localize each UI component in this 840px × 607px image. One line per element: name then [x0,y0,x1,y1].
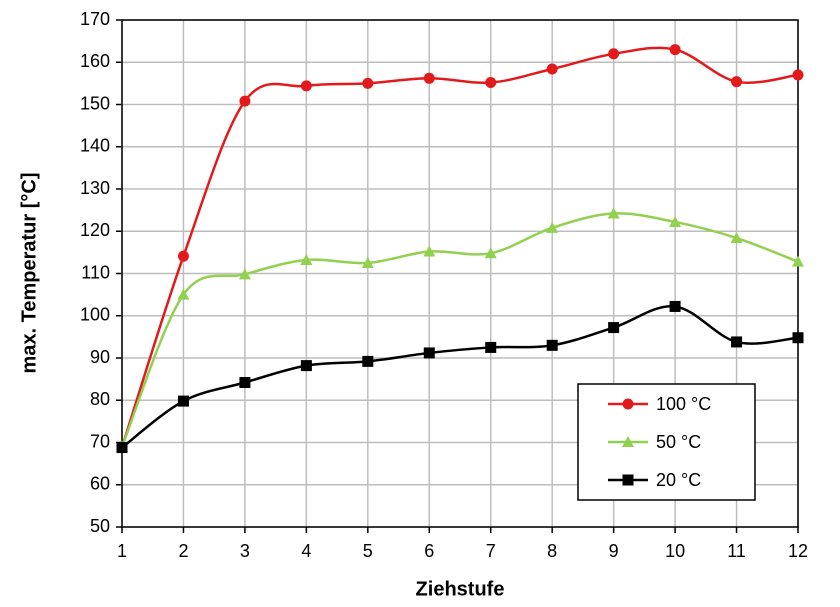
marker [669,44,681,56]
marker [239,95,251,107]
x-tick-label: 5 [363,541,373,561]
marker [546,339,558,351]
x-tick-label: 7 [486,541,496,561]
marker [669,300,681,312]
marker [607,207,620,219]
marker [730,232,743,244]
legend-box [577,383,756,501]
legend: 100 °C 50 °C 20 °C [577,383,756,501]
marker [792,69,804,81]
x-tick-label: 10 [665,541,685,561]
marker [362,77,374,89]
y-tick-label: 160 [80,51,110,71]
marker [177,395,189,407]
plot-border [121,19,799,528]
marker [731,76,743,88]
marker [622,398,634,410]
marker [177,288,190,300]
y-tick-label: 70 [90,431,110,451]
marker [423,72,435,84]
marker [792,332,804,344]
marker [792,255,804,267]
marker [485,341,497,353]
y-tick-label: 80 [90,389,110,409]
marker [546,221,559,233]
marker [423,347,435,359]
x-tick-label: 12 [788,541,808,561]
marker [300,80,312,92]
series-line [121,305,799,449]
y-tick-label: 60 [90,474,110,494]
marker [300,253,313,265]
y-tick-label: 50 [90,516,110,536]
y-tick-label: 170 [80,9,110,29]
y-tick-label: 130 [80,178,110,198]
x-tick-label: 4 [301,541,311,561]
marker [239,377,251,389]
x-tick-label: 3 [240,541,250,561]
y-tick-label: 100 [80,305,110,325]
marker [484,247,497,259]
x-tick-label: 9 [609,541,619,561]
marker [669,215,682,227]
marker [546,63,558,75]
marker [177,250,189,262]
legend-label: 20 °C [656,470,701,490]
marker [361,256,374,268]
y-tick-label: 90 [90,347,110,367]
y-tick-label: 110 [81,262,110,282]
marker [300,360,312,372]
marker [608,322,620,334]
legend-label: 50 °C [656,432,701,452]
x-tick-label: 2 [178,541,188,561]
marker [423,245,436,257]
y-tick-label: 120 [80,220,110,240]
marker [608,48,620,60]
marker [622,436,634,447]
x-tick-label: 6 [424,541,434,561]
x-tick-label: 11 [727,541,746,561]
x-tick-label: 1 [117,541,127,561]
marker [116,442,128,454]
x-tick-label: 8 [547,541,557,561]
y-axis-title: max. Temperatur [°C] [18,172,40,373]
y-tick-label: 150 [80,93,110,113]
x-axis-title: Ziehstufe [416,578,505,600]
marker [362,355,374,367]
marker [622,474,634,486]
marker [485,77,497,89]
legend-label: 100 °C [656,394,711,414]
marker [238,268,251,280]
y-tick-label: 140 [80,136,110,156]
marker [731,336,743,348]
